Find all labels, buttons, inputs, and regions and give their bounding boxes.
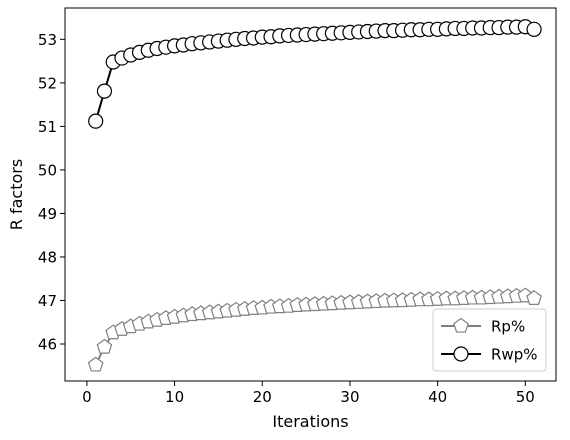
x-tick-label: 20: [253, 388, 272, 406]
x-tick-label: 50: [516, 388, 535, 406]
x-axis-label: Iterations: [272, 412, 348, 431]
data-point: [87, 356, 104, 372]
x-tick-label: 30: [340, 388, 359, 406]
series-rwp: [88, 19, 542, 129]
y-tick-label: 47: [38, 292, 57, 310]
data-point: [526, 21, 542, 37]
ticks-layer: 0 10 20 30 40 50 46 47 48 49 50 51 52 53: [38, 31, 535, 406]
legend-label: Rwp%: [491, 346, 537, 364]
y-tick-label: 50: [38, 161, 57, 179]
data-point: [96, 83, 113, 99]
y-tick-label: 53: [38, 31, 57, 49]
plot-frame: [64, 7, 557, 382]
data-point: [96, 338, 113, 354]
x-tick-label: 0: [82, 388, 92, 406]
legend-marker: [453, 346, 469, 362]
y-tick-label: 52: [38, 74, 57, 92]
y-tick-label: 46: [38, 336, 57, 354]
y-tick-label: 49: [38, 205, 57, 223]
y-tick-label: 51: [38, 118, 57, 136]
x-tick-label: 40: [428, 388, 447, 406]
y-axis-label: R factors: [7, 159, 26, 230]
legend: Rp% Rwp%: [432, 308, 547, 372]
series-rp: [87, 287, 542, 372]
data-point: [88, 113, 104, 129]
legend-label: Rp%: [491, 318, 525, 336]
x-tick-label: 10: [165, 388, 184, 406]
legend-marker: [453, 317, 469, 333]
data-point: [526, 290, 542, 305]
legend-item: Rwp%: [441, 346, 537, 364]
y-tick-label: 48: [38, 248, 57, 266]
series-layer: [87, 19, 542, 372]
legend-item: Rp%: [441, 318, 525, 336]
